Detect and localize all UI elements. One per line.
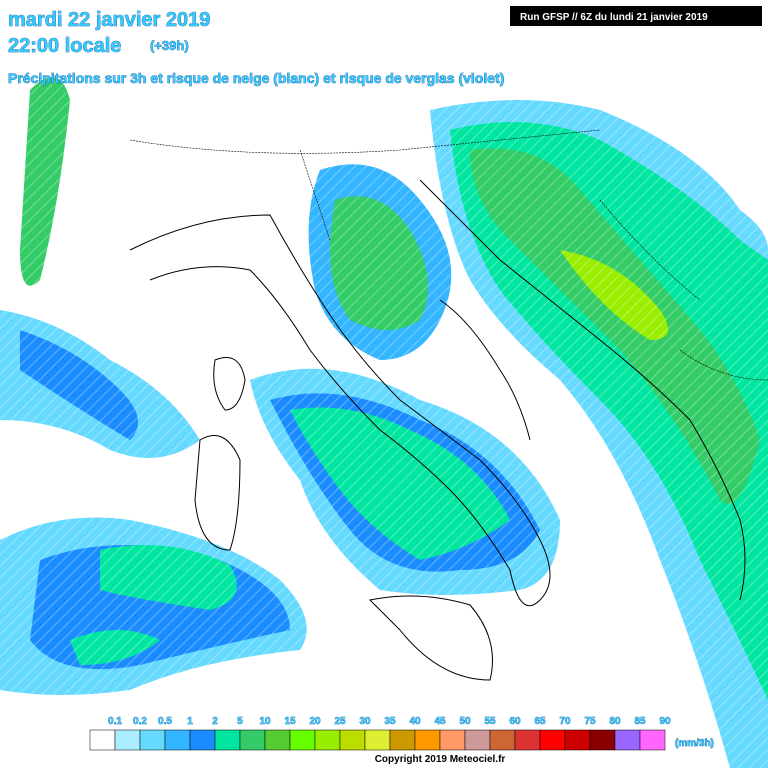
legend-swatch	[339, 729, 366, 751]
legend-label: 70	[559, 716, 571, 727]
legend-swatch	[314, 729, 341, 751]
legend-unit: (mm/3h)	[675, 738, 714, 749]
legend-label: 0.2	[133, 716, 147, 727]
copyright: Copyright 2019 Meteociel.fr	[375, 754, 506, 765]
legend-label: 50	[459, 716, 471, 727]
legend-swatch	[639, 729, 666, 751]
run-label: Run GFSP // 6Z du lundi 21 janvier 2019	[520, 12, 708, 23]
legend-swatch	[564, 729, 591, 751]
subtitle: Précipitations sur 3h et risque de neige…	[8, 70, 504, 86]
legend-swatch	[189, 729, 216, 751]
legend-label: 15	[284, 716, 296, 727]
legend-label: 65	[534, 716, 546, 727]
legend-label: 85	[634, 716, 646, 727]
legend-label: 55	[484, 716, 496, 727]
legend-label: 0.1	[108, 716, 122, 727]
legend-label: 45	[434, 716, 446, 727]
forecast-offset: (+39h)	[150, 38, 189, 53]
legend-label: 25	[334, 716, 346, 727]
time-title: 22:00 locale	[8, 35, 121, 57]
legend-swatch	[139, 729, 166, 751]
legend-swatch	[114, 729, 141, 751]
legend-swatch	[539, 729, 566, 751]
legend-swatch	[264, 729, 291, 751]
legend-swatch	[464, 729, 491, 751]
legend-swatch	[214, 729, 241, 751]
legend-swatch	[414, 729, 441, 751]
coastlines	[129, 129, 768, 681]
legend-label: 35	[384, 716, 396, 727]
legend-label: 60	[509, 716, 521, 727]
legend-swatch	[614, 729, 641, 751]
legend-label: 40	[409, 716, 421, 727]
legend-swatch	[489, 729, 516, 751]
legend-swatch	[364, 729, 391, 751]
legend-label: 0.5	[158, 716, 172, 727]
legend-label: 80	[609, 716, 621, 727]
legend-swatch	[389, 729, 416, 751]
legend-swatch	[89, 729, 116, 751]
legend-label: 30	[359, 716, 371, 727]
legend: 0.1 0.2 0.5 1 2 5 10 15 20 25 30 35 40 45 50 55 60 65 70 75…	[89, 716, 671, 751]
legend-label: 10	[259, 716, 271, 727]
legend-swatch	[164, 729, 191, 751]
legend-swatch	[514, 729, 541, 751]
legend-label: 5	[237, 716, 243, 727]
legend-swatch	[439, 729, 466, 751]
legend-label: 75	[584, 716, 596, 727]
run-label-box	[510, 6, 762, 26]
legend-swatch	[289, 729, 316, 751]
date-title: mardi 22 janvier 2019	[8, 9, 210, 31]
legend-swatch	[589, 729, 616, 751]
legend-label: 2	[212, 716, 218, 727]
legend-label: 1	[187, 716, 193, 727]
legend-swatch	[239, 729, 266, 751]
legend-label: 90	[659, 716, 671, 727]
legend-label: 20	[309, 716, 321, 727]
